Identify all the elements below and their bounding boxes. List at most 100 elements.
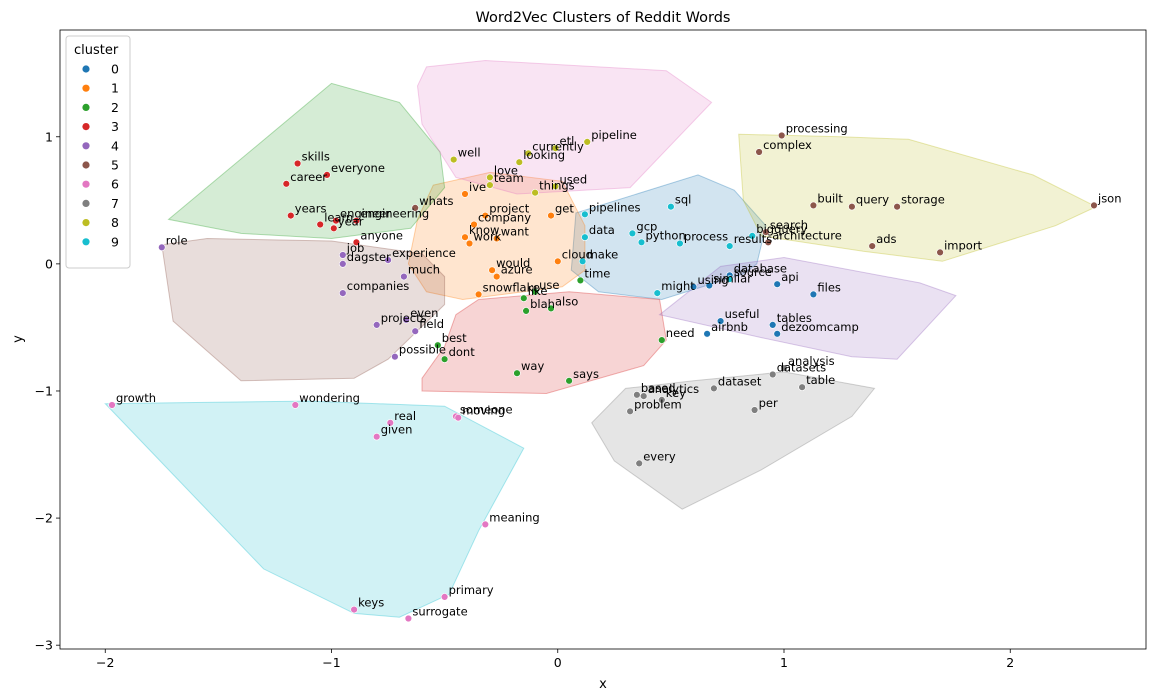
point-label: dataset (718, 374, 762, 388)
point-label: much (408, 263, 440, 277)
data-point (705, 281, 713, 290)
data-point (773, 280, 781, 288)
point-label: given (381, 423, 413, 437)
point-label: company (478, 211, 531, 225)
data-point (440, 593, 449, 601)
data-point (809, 201, 818, 210)
point-label: currently (532, 139, 584, 153)
data-point (777, 131, 786, 140)
data-point (330, 224, 338, 233)
data-point (373, 321, 381, 329)
data-point (667, 203, 675, 211)
point-label: projects (381, 311, 427, 325)
point-label: surrogate (412, 605, 467, 619)
data-point (809, 290, 818, 299)
point-label: complex (763, 138, 812, 152)
cluster-region-4 (658, 256, 957, 360)
point-label: someone (460, 402, 513, 416)
point-label: source (734, 265, 772, 279)
data-point (768, 321, 777, 329)
data-point (848, 203, 856, 211)
data-point (764, 238, 772, 247)
legend-label: 9 (111, 234, 119, 249)
data-point (481, 520, 489, 529)
data-point (689, 283, 698, 291)
data-point (515, 158, 523, 166)
data-point (676, 239, 684, 248)
point-label: table (806, 373, 835, 387)
data-point (291, 401, 299, 409)
data-point (339, 251, 347, 259)
data-point (716, 317, 725, 325)
point-label: using (698, 273, 729, 287)
data-point (531, 288, 539, 296)
data-point (339, 289, 347, 297)
point-label: experience (392, 246, 456, 260)
data-point (524, 149, 532, 158)
point-label: analytics (648, 382, 699, 396)
data-point (411, 327, 419, 335)
data-point (293, 159, 302, 168)
point-label: everyone (331, 161, 385, 175)
point-label: learn (324, 211, 353, 225)
data-point (486, 181, 494, 189)
point-label: role (166, 233, 188, 247)
point-label: results (734, 232, 773, 246)
point-label: keys (358, 596, 384, 610)
point-label: json (1097, 191, 1122, 205)
data-point (551, 182, 560, 191)
legend-label: 5 (111, 158, 119, 173)
cluster-regions (104, 59, 1098, 618)
point-label: based (641, 381, 676, 395)
data-point (493, 234, 501, 243)
point-label: field (419, 317, 444, 331)
data-point (868, 242, 876, 250)
point-label: job (346, 241, 365, 255)
data-point (465, 239, 474, 248)
point-label: things (539, 179, 575, 193)
data-point (578, 257, 587, 265)
data-point (450, 155, 458, 164)
x-axis: −2 −1 0 1 2 (96, 649, 1014, 670)
y-tick-label: −2 (35, 511, 53, 526)
data-point (158, 243, 166, 252)
data-point (384, 256, 392, 264)
point-label: gcp (636, 219, 657, 233)
legend-marker (82, 123, 90, 131)
data-point (565, 377, 573, 385)
point-label: want (501, 225, 530, 239)
point-label: airbnb (711, 320, 748, 334)
point-label: growth (116, 391, 156, 405)
y-tick-label: 1 (45, 129, 53, 144)
legend-box (65, 35, 131, 269)
data-point (780, 364, 788, 372)
point-label: way (521, 359, 544, 373)
data-point (658, 336, 666, 344)
point-label: ads (876, 232, 896, 246)
point-label: sql (675, 193, 692, 207)
cluster-region-6 (416, 59, 713, 195)
point-label: project (489, 202, 529, 216)
point-label: database (734, 261, 787, 275)
data-point (287, 211, 295, 220)
x-axis-label: x (599, 677, 607, 692)
data-point (893, 203, 901, 211)
point-label: love (494, 163, 518, 177)
data-point (658, 396, 666, 404)
point-label: work (474, 230, 502, 244)
point-label: team (494, 171, 524, 185)
legend-title: cluster (74, 43, 119, 58)
point-label: search (770, 218, 808, 232)
data-point (653, 289, 661, 297)
data-point (470, 220, 478, 229)
legend-label: 6 (111, 177, 119, 192)
cluster-region-7 (591, 371, 876, 510)
data-point (513, 369, 521, 377)
data-point (581, 210, 589, 219)
cluster-region-8 (738, 133, 1098, 262)
x-tick-label: −2 (96, 655, 114, 670)
data-point (454, 414, 462, 422)
data-point (748, 232, 756, 240)
point-label: analysis (788, 354, 835, 368)
point-label: moving (462, 404, 505, 418)
